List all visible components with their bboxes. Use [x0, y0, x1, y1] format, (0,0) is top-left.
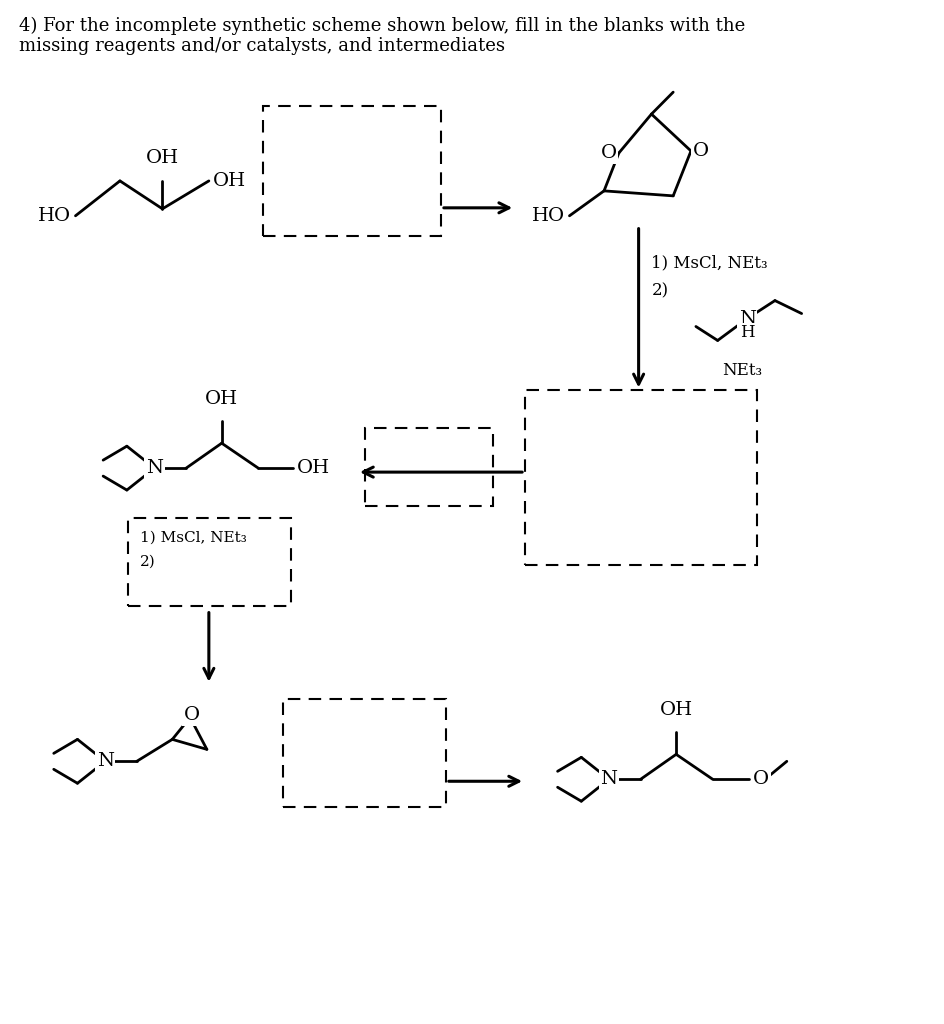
- Text: 2): 2): [140, 555, 156, 569]
- Text: HO: HO: [39, 207, 72, 225]
- Bar: [283, 699, 446, 807]
- Text: OH: OH: [660, 701, 693, 720]
- Text: O: O: [753, 770, 769, 788]
- Bar: [127, 518, 291, 606]
- Text: OH: OH: [146, 148, 179, 167]
- Text: HO: HO: [532, 207, 565, 225]
- Text: OH: OH: [205, 390, 238, 409]
- Text: 2): 2): [651, 282, 668, 299]
- Text: H: H: [740, 324, 754, 341]
- Text: N: N: [96, 753, 113, 770]
- Text: 1) MsCl, NEt₃: 1) MsCl, NEt₃: [140, 530, 246, 545]
- Bar: [263, 106, 441, 236]
- Text: O: O: [693, 142, 709, 160]
- Text: O: O: [600, 144, 616, 162]
- Bar: [365, 428, 494, 506]
- Text: O: O: [184, 707, 200, 724]
- Text: N: N: [600, 770, 617, 788]
- Bar: [525, 390, 757, 565]
- Text: 1) MsCl, NEt₃: 1) MsCl, NEt₃: [651, 254, 768, 271]
- Text: N: N: [146, 459, 163, 477]
- Text: NEt₃: NEt₃: [722, 361, 763, 379]
- Text: 4) For the incomplete synthetic scheme shown below, fill in the blanks with the
: 4) For the incomplete synthetic scheme s…: [19, 16, 746, 55]
- Text: OH: OH: [212, 172, 246, 189]
- Text: OH: OH: [296, 459, 329, 477]
- Text: N: N: [739, 309, 756, 328]
